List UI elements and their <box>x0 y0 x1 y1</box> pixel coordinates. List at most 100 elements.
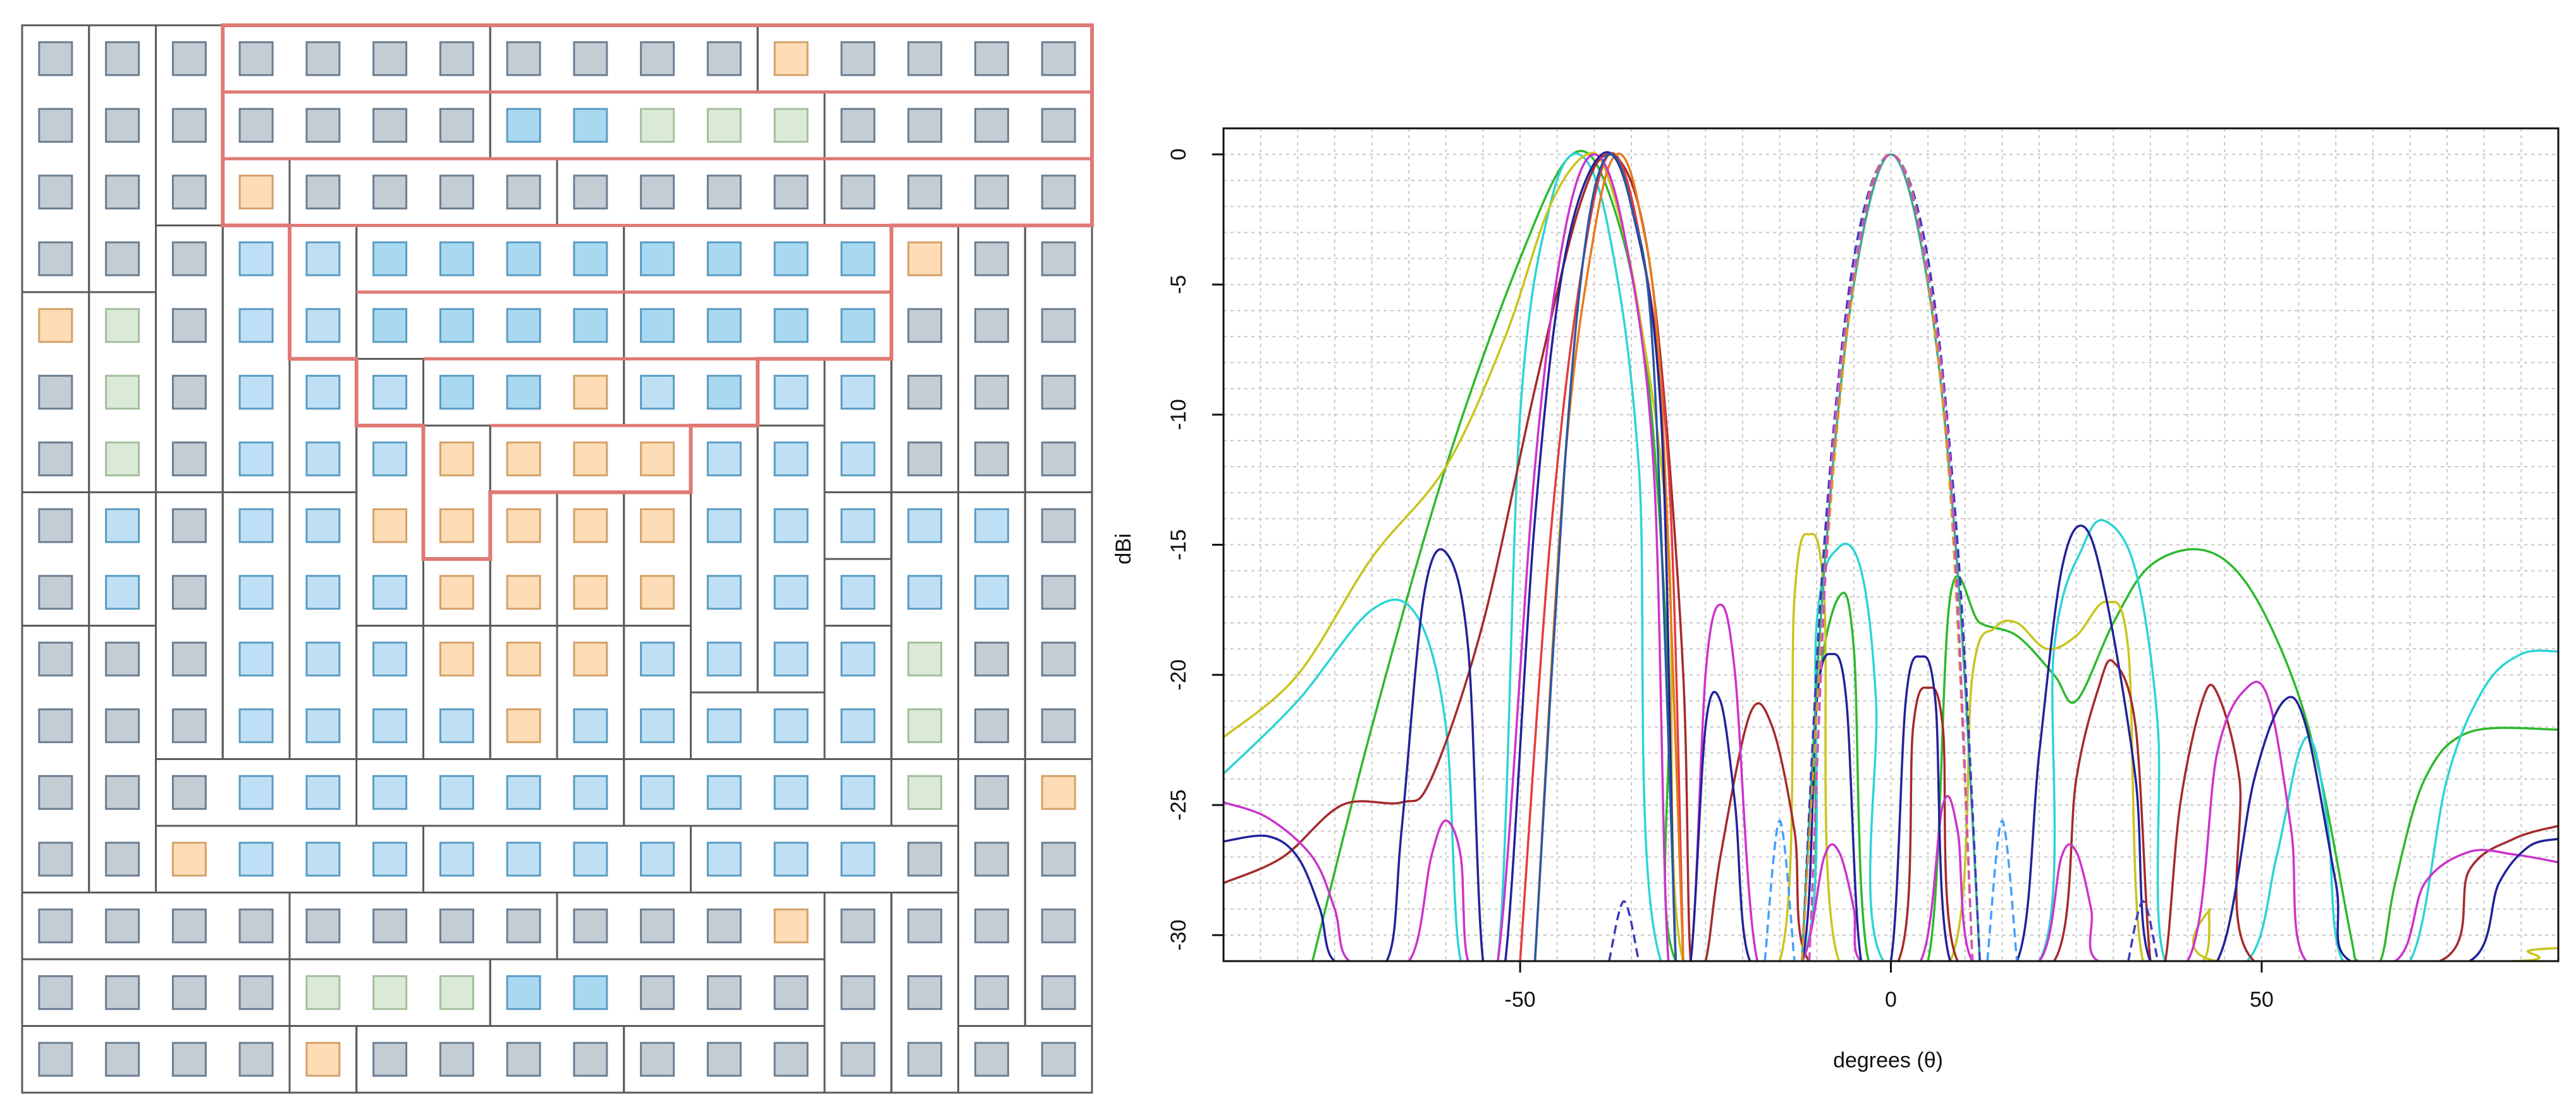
array-element <box>372 41 408 77</box>
array-element <box>105 374 140 410</box>
array-element <box>439 374 474 410</box>
y-tick-label: -10 <box>1167 399 1191 430</box>
array-element <box>439 107 474 143</box>
array-element <box>974 508 1009 543</box>
array-element <box>974 641 1009 677</box>
array-element <box>171 441 207 477</box>
array-element <box>773 1041 809 1077</box>
array-element <box>38 241 73 276</box>
array-element <box>840 41 876 77</box>
array-grid-diagram <box>21 23 1094 1094</box>
array-element <box>907 908 943 943</box>
array-element <box>706 842 742 877</box>
array-element <box>573 241 608 276</box>
array-element <box>974 908 1009 943</box>
array-element <box>907 641 943 677</box>
pattern-series-line <box>1763 819 1796 961</box>
array-element <box>1041 908 1076 943</box>
array-element <box>372 575 408 610</box>
x-axis-label: degrees (θ) <box>1833 1048 1943 1072</box>
array-element <box>238 41 274 77</box>
array-element <box>1041 308 1076 343</box>
array-element <box>706 575 742 610</box>
array-element <box>38 975 73 1010</box>
array-element <box>171 308 207 343</box>
array-element <box>773 175 809 210</box>
array-element <box>38 575 73 610</box>
array-element <box>840 1041 876 1077</box>
array-element <box>840 308 876 343</box>
array-element <box>105 842 140 877</box>
array-element <box>171 241 207 276</box>
array-element <box>238 842 274 877</box>
array-element <box>171 908 207 943</box>
array-element <box>105 441 140 477</box>
array-element <box>372 241 408 276</box>
array-element <box>1041 575 1076 610</box>
array-element <box>105 775 140 810</box>
array-element <box>773 374 809 410</box>
array-element <box>907 508 943 543</box>
array-element <box>840 241 876 276</box>
y-tick-label: -15 <box>1167 529 1191 560</box>
array-element <box>773 241 809 276</box>
array-element <box>773 708 809 744</box>
array-element <box>907 1041 943 1077</box>
array-element <box>840 975 876 1010</box>
array-element <box>706 508 742 543</box>
array-element <box>171 107 207 143</box>
array-element <box>372 975 408 1010</box>
array-element <box>372 107 408 143</box>
array-element <box>372 708 408 744</box>
array-element <box>974 107 1009 143</box>
array-element <box>573 508 608 543</box>
array-element <box>573 41 608 77</box>
array-element <box>1041 508 1076 543</box>
highlight-outlines <box>221 23 1094 561</box>
array-element <box>439 441 474 477</box>
array-element <box>38 175 73 210</box>
array-element <box>1041 241 1076 276</box>
array-element <box>640 775 675 810</box>
array-element <box>171 41 207 77</box>
array-element <box>506 241 541 276</box>
array-element <box>640 975 675 1010</box>
array-element <box>640 41 675 77</box>
array-element <box>974 842 1009 877</box>
array-element <box>238 641 274 677</box>
array-element <box>38 374 73 410</box>
array-element <box>171 1041 207 1077</box>
pattern-series-line <box>1808 153 1974 961</box>
array-element <box>640 107 675 143</box>
array-element <box>974 708 1009 744</box>
array-element <box>238 575 274 610</box>
array-element <box>372 842 408 877</box>
array-element <box>171 708 207 744</box>
array-element <box>439 241 474 276</box>
y-tick-label: -25 <box>1167 789 1191 820</box>
array-element <box>640 708 675 744</box>
array-element <box>105 41 140 77</box>
array-element <box>105 641 140 677</box>
array-element <box>372 1041 408 1077</box>
array-element <box>372 374 408 410</box>
array-element <box>706 775 742 810</box>
array-element <box>573 908 608 943</box>
pattern-series-line <box>1986 819 2018 961</box>
array-element <box>573 1041 608 1077</box>
array-element <box>38 775 73 810</box>
array-element <box>506 41 541 77</box>
pattern-series-line <box>1801 153 1981 961</box>
array-element <box>238 908 274 943</box>
array-element <box>706 441 742 477</box>
array-element <box>238 441 274 477</box>
array-element <box>38 842 73 877</box>
array-element <box>706 975 742 1010</box>
array-element <box>907 775 943 810</box>
x-tick-label: -50 <box>1505 988 1536 1012</box>
array-element <box>640 175 675 210</box>
pattern-series-line <box>1224 152 2558 961</box>
array-element <box>238 241 274 276</box>
array-element <box>238 775 274 810</box>
array-element <box>305 441 341 477</box>
